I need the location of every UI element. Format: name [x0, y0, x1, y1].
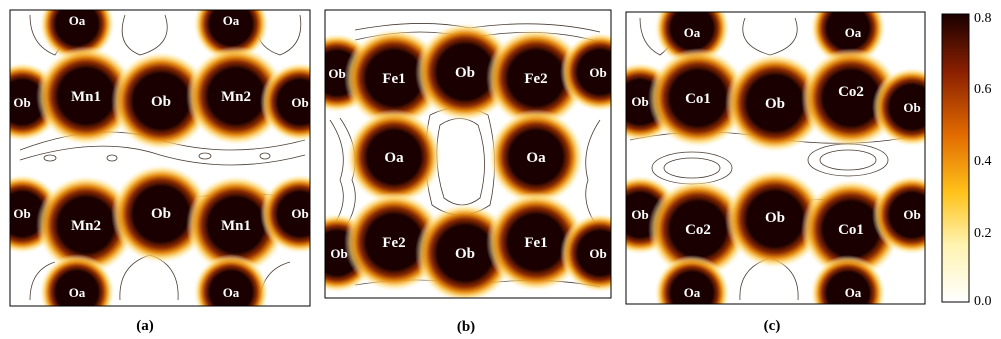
atom-label: Oa	[845, 285, 862, 300]
panel-b-atoms	[325, 22, 611, 298]
panel-c-atoms	[626, 12, 925, 304]
atom-label: Ob	[455, 246, 475, 262]
panel-b-label: (b)	[457, 319, 475, 335]
atom-label: Ob	[631, 207, 648, 222]
panel-a: Oa Oa Ob Mn1 Ob Mn2 Ob Ob Mn2 Ob Mn1 Ob …	[9, 9, 311, 334]
atom-label: Ob	[151, 94, 171, 110]
atom-label: Mn1	[71, 89, 101, 105]
atom-label: Fe2	[382, 235, 405, 251]
panel-c-labels: Oa Oa Ob Co1 Ob Co2 Ob Ob Co2 Ob Co1 Ob …	[631, 25, 920, 300]
atom-label: Oa	[684, 25, 701, 40]
atom-label: Oa	[526, 150, 546, 166]
atom-label: Mn1	[221, 218, 251, 234]
atom-label: Ob	[151, 206, 171, 222]
panel-c-frame	[625, 11, 926, 305]
atom-label: Ob	[13, 95, 30, 110]
colorbar-tick-label: 0.6	[974, 82, 992, 97]
colorbar-tick-label: 0.4	[974, 154, 992, 169]
atom-label: Ob	[13, 206, 30, 221]
atom-label: Ob	[903, 207, 920, 222]
atom-label: Ob	[631, 94, 648, 109]
atom-label: Ob	[330, 246, 347, 261]
atom-label: Oa	[223, 285, 240, 300]
atom-label: Ob	[903, 100, 920, 115]
colorbar-tick-label: 0.8	[974, 11, 992, 26]
panel-b-frame	[324, 9, 612, 299]
atom-label: Co2	[685, 222, 711, 238]
atom-label: Fe1	[382, 71, 405, 87]
atom-label: Oa	[69, 13, 86, 28]
atom-label: Ob	[765, 96, 785, 112]
colorbar-tick-label: 0.2	[974, 226, 992, 241]
atom-label: Mn2	[71, 218, 101, 234]
panel-a-atoms	[10, 10, 310, 306]
colorbar-frame	[941, 13, 970, 303]
atom-label: Oa	[845, 25, 862, 40]
atom-label: Oa	[69, 285, 86, 300]
atom-label: Fe2	[524, 71, 547, 87]
panel-c-label: (c)	[764, 318, 781, 334]
panel-a-frame	[9, 9, 311, 307]
panel-b-labels: Ob Fe1 Ob Fe2 Ob Oa Oa Ob Fe2 Ob Fe1 Ob	[328, 65, 606, 262]
atom-label: Ob	[291, 206, 308, 221]
atom-label: Oa	[384, 150, 404, 166]
atom-label: Ob	[589, 246, 606, 261]
atom-label: Ob	[589, 65, 606, 80]
atom-label: Ob	[328, 66, 345, 81]
colorbar: 0.8 0.6 0.4 0.2 0.0	[941, 11, 992, 309]
atom-label: Mn2	[221, 89, 251, 105]
atom-label: Ob	[765, 210, 785, 226]
atom-label: Fe1	[524, 235, 547, 251]
panel-c: Oa Oa Ob Co1 Ob Co2 Ob Ob Co2 Ob Co1 Ob …	[625, 11, 926, 334]
atom-label: Oa	[684, 285, 701, 300]
atom-label: Co1	[838, 222, 864, 238]
panel-b: Ob Fe1 Ob Fe2 Ob Oa Oa Ob Fe2 Ob Fe1 Ob …	[324, 9, 612, 335]
atom-label: Ob	[291, 95, 308, 110]
atom-label: Co2	[838, 84, 864, 100]
colorbar-gradient	[942, 14, 969, 302]
panel-a-label: (a)	[136, 318, 154, 334]
panel-a-labels: Oa Oa Ob Mn1 Ob Mn2 Ob Ob Mn2 Ob Mn1 Ob …	[13, 13, 308, 300]
atom-label: Ob	[455, 65, 475, 81]
colorbar-tick-label: 0.0	[974, 294, 992, 309]
atom-label: Oa	[223, 13, 240, 28]
atom-label: Co1	[685, 91, 711, 107]
